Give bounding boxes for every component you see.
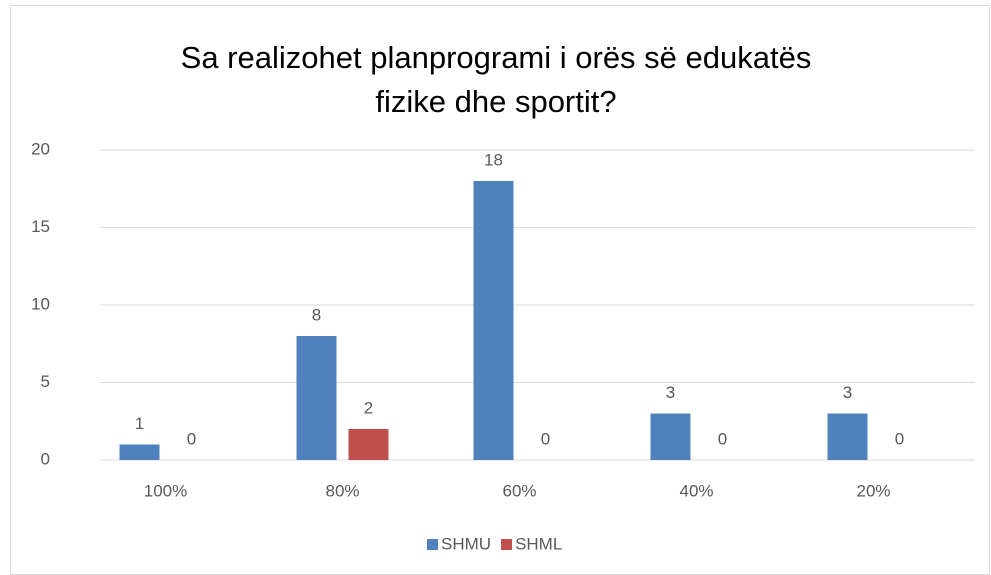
- y-tick-label: 10: [31, 294, 50, 313]
- x-tick-label: 80%: [325, 481, 359, 500]
- y-tick-label: 0: [41, 449, 50, 468]
- data-label: 1: [135, 414, 144, 433]
- y-tick-label: 20: [31, 139, 50, 158]
- bar: [473, 181, 514, 460]
- data-label: 0: [718, 429, 727, 448]
- bar: [296, 336, 337, 460]
- bar: [348, 429, 389, 460]
- legend-label: SHML: [515, 534, 562, 553]
- data-label: 0: [541, 429, 550, 448]
- legend-label: SHMU: [441, 534, 491, 553]
- data-label: 2: [364, 398, 373, 417]
- chart-title: Sa realizohet planprogrami i orës së edu…: [180, 40, 812, 119]
- bar: [650, 413, 691, 460]
- data-label: 18: [484, 150, 503, 169]
- y-tick-label: 5: [41, 372, 50, 391]
- bar: [119, 444, 160, 460]
- legend-swatch: [427, 539, 438, 550]
- y-tick-label: 15: [31, 217, 50, 236]
- bar: [827, 413, 868, 460]
- data-label: 3: [843, 383, 852, 402]
- legend-swatch: [501, 539, 513, 550]
- x-tick-label: 100%: [144, 481, 187, 500]
- data-label: 3: [666, 383, 675, 402]
- x-tick-label: 20%: [856, 481, 890, 500]
- data-label: 0: [187, 429, 196, 448]
- x-tick-label: 40%: [679, 481, 713, 500]
- x-tick-label: 60%: [502, 481, 536, 500]
- data-label: 8: [312, 305, 321, 324]
- data-label: 0: [895, 429, 904, 448]
